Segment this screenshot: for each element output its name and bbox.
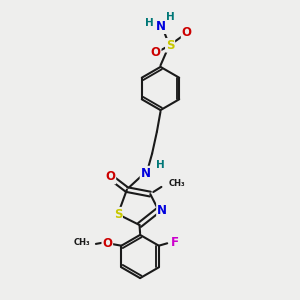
Text: O: O [105, 170, 116, 184]
Text: O: O [182, 26, 192, 39]
Text: S: S [114, 208, 122, 221]
Text: N: N [140, 167, 151, 180]
Text: H: H [166, 12, 175, 22]
Text: N: N [157, 203, 167, 217]
Text: CH₃: CH₃ [168, 179, 185, 188]
Text: N: N [156, 20, 166, 33]
Text: CH₃: CH₃ [73, 238, 90, 247]
Text: O: O [102, 237, 112, 250]
Text: F: F [170, 236, 178, 249]
Text: H: H [155, 160, 164, 170]
Text: O: O [151, 46, 161, 59]
Text: H: H [145, 18, 154, 28]
Text: S: S [166, 39, 174, 52]
